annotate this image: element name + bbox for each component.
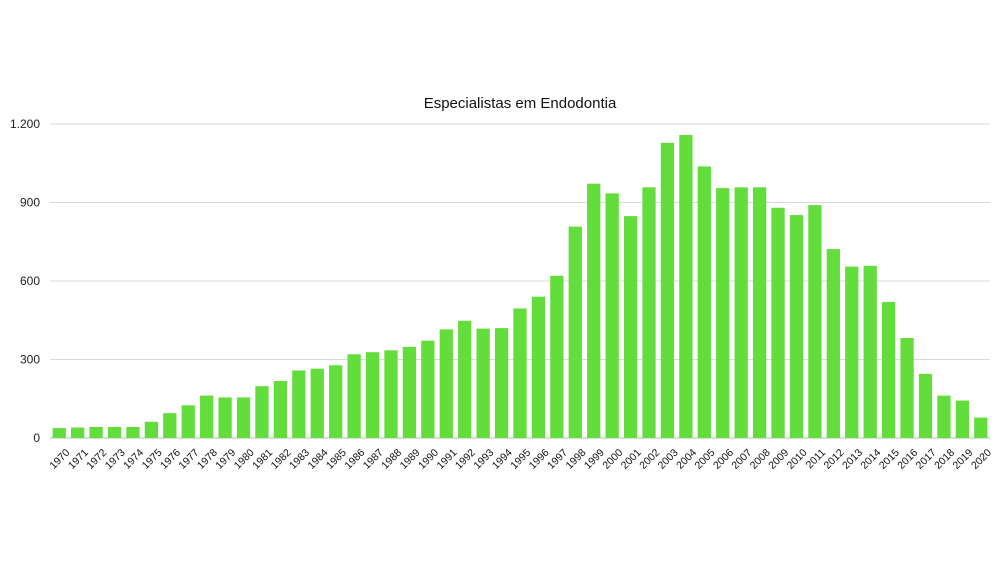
bar-1999 [587,183,601,438]
bar-1976 [163,413,177,438]
bar-1975 [144,421,159,438]
x-axis-ticks: 1970197119721973197419751976197719781979… [47,447,994,472]
y-tick-label: 600 [20,274,40,288]
bar-2005 [697,166,711,438]
bar-2001 [623,216,638,438]
bar-2003 [660,142,675,438]
bar-1993 [476,328,490,438]
bar-1994 [494,328,509,438]
bar-2009 [771,207,785,438]
bar-1995 [513,308,527,438]
bar-2000 [605,193,619,438]
chart-title: Especialistas em Endodontia [424,95,617,112]
x-tick-label: 2020 [969,447,994,472]
bar-1998 [568,226,582,438]
bar-2008 [752,187,767,438]
bar-1974 [126,427,140,438]
bar-1987 [365,352,380,438]
bar-1984 [310,368,324,438]
bar-1970 [52,428,66,438]
bar-1981 [255,386,269,438]
bar-2002 [642,187,656,438]
bar-2006 [716,188,730,438]
bar-2007 [734,187,748,438]
bar-1978 [200,395,214,438]
bar-2017 [918,373,933,438]
bar-1992 [458,320,472,438]
y-tick-label: 300 [20,353,40,367]
y-tick-label: 0 [33,431,40,445]
y-tick-label: 1.200 [10,117,40,131]
bar-2004 [679,134,693,439]
bar-1997 [550,275,564,438]
bar-2012 [826,249,840,438]
bar-1983 [292,370,306,438]
bar-1982 [273,380,288,438]
bar-2015 [881,301,896,438]
bar-1988 [384,350,398,438]
bar-2014 [863,265,877,438]
bar-1989 [402,346,417,438]
y-tick-label: 900 [20,196,40,210]
bars [52,134,988,439]
bar-2020 [974,417,988,438]
bar-1980 [236,397,251,438]
bar-2011 [808,205,822,438]
bar-1991 [439,329,453,438]
bar-1996 [531,296,546,438]
bar-1977 [181,405,195,438]
bar-1973 [107,427,122,438]
bar-2019 [955,400,969,438]
y-axis-ticks: 0 300 600 900 1.200 [10,117,40,445]
bar-1972 [89,427,103,438]
bar-2013 [845,266,859,438]
bar-2010 [789,215,804,438]
bar-2018 [937,395,951,438]
bar-1990 [421,340,435,438]
bar-1985 [329,365,343,438]
bar-1979 [218,397,232,438]
bar-1971 [71,427,85,438]
bar-1986 [347,354,361,438]
bar-2016 [900,338,914,438]
